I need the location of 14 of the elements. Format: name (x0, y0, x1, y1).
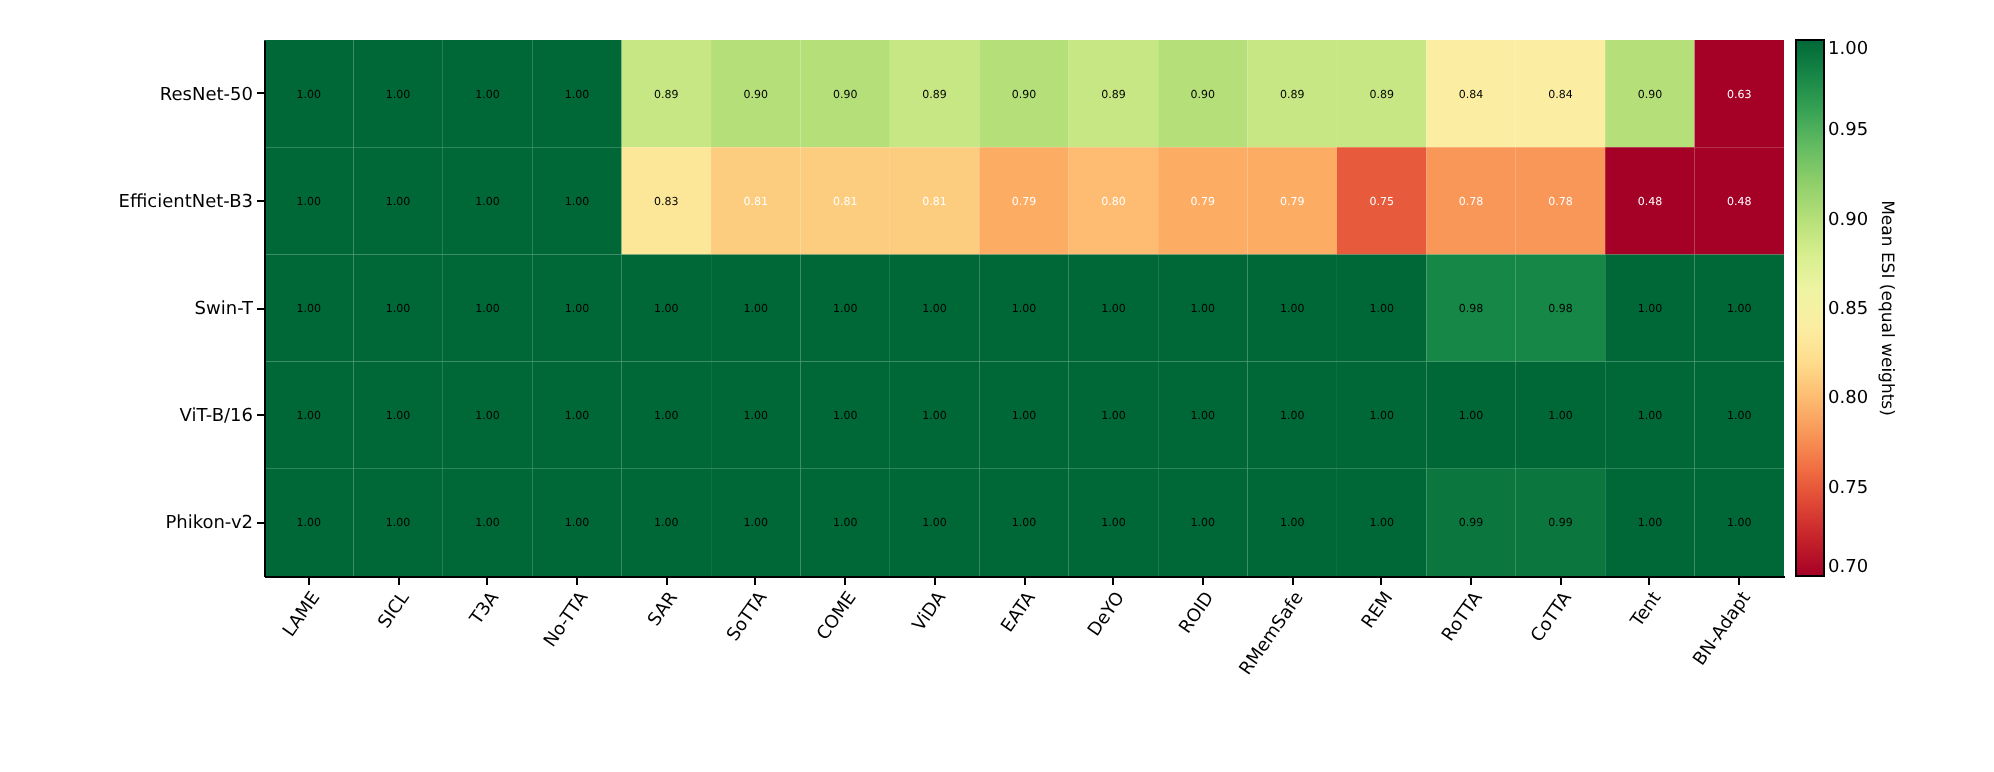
color-bar-label: 0.90 (1828, 210, 1869, 231)
color-bar-label: 0.70 (1828, 558, 1869, 578)
x-tick-label: T3A (466, 587, 505, 631)
y-tick-label: ViT-B/16 (179, 407, 254, 428)
color-bar-label: 0.85 (1828, 300, 1869, 320)
y-tick-label: EfficientNet-B3 (118, 192, 253, 213)
y-tick-label: ResNet-50 (159, 85, 254, 106)
color-bar-label: 0.75 (1828, 478, 1869, 499)
color-bar-title: Mean ESI (equal weights) (1876, 200, 1896, 416)
color-bar-label: 1.00 (1828, 40, 1869, 60)
color-bar-label: 0.95 (1828, 121, 1869, 142)
y-tick-label: Swin-T (194, 300, 254, 320)
y-tick-label: Phikon-v2 (165, 514, 253, 535)
color-bar-label: 0.80 (1828, 389, 1869, 410)
